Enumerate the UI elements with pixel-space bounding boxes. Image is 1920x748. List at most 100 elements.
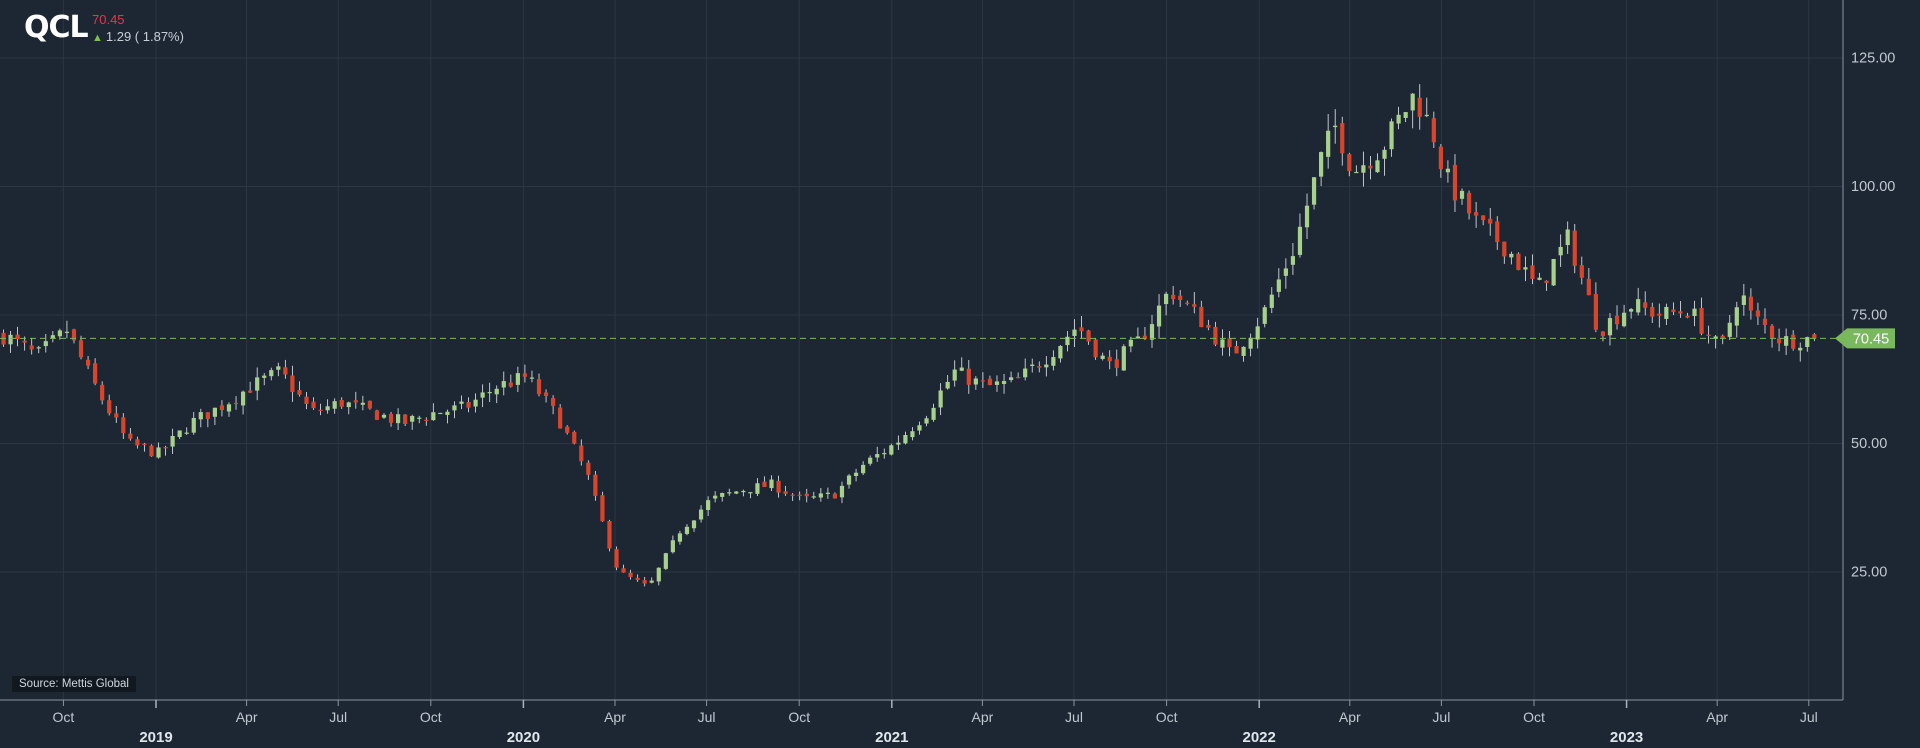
x-tick-label: Apr bbox=[1706, 709, 1728, 725]
candle-up bbox=[1354, 171, 1359, 174]
candle-down bbox=[353, 400, 358, 403]
candle-up bbox=[734, 491, 739, 494]
candle-down bbox=[1107, 356, 1112, 362]
candle-down bbox=[1206, 324, 1211, 328]
candle-down bbox=[1079, 327, 1084, 332]
candle-up bbox=[417, 417, 422, 419]
candle-up bbox=[727, 492, 732, 494]
candle-down bbox=[297, 390, 302, 395]
candle-up bbox=[952, 369, 957, 381]
candle-down bbox=[790, 494, 795, 496]
candle-up bbox=[1805, 337, 1810, 347]
year-tick-label: 2019 bbox=[139, 729, 172, 746]
candle-up bbox=[445, 411, 450, 415]
candle-down bbox=[142, 443, 147, 446]
candle-up bbox=[1382, 149, 1387, 159]
candle-up bbox=[191, 417, 196, 433]
candle-up bbox=[706, 500, 711, 510]
candle-down bbox=[1812, 334, 1817, 339]
candle-down bbox=[1657, 313, 1662, 316]
candle-down bbox=[1171, 294, 1176, 300]
candle-down bbox=[311, 401, 316, 409]
candle-up bbox=[924, 418, 929, 424]
candle-down bbox=[1748, 296, 1754, 311]
candle-up bbox=[1248, 337, 1253, 349]
candle-up bbox=[529, 377, 535, 379]
y-tick-label: 50.00 bbox=[1851, 436, 1887, 452]
candle-up bbox=[1551, 258, 1556, 286]
candle-down bbox=[1614, 315, 1620, 325]
candle-up bbox=[381, 414, 387, 418]
candle-up bbox=[1621, 312, 1627, 327]
candle-down bbox=[980, 380, 985, 382]
ticker-symbol: QCL bbox=[24, 10, 89, 45]
candle-down bbox=[1530, 265, 1535, 279]
candle-up bbox=[177, 430, 182, 438]
candle-up bbox=[1713, 336, 1718, 339]
candle-up bbox=[868, 457, 873, 464]
candle-up bbox=[50, 335, 55, 339]
x-tick-label: Jul bbox=[1800, 709, 1818, 725]
candle-up bbox=[656, 567, 661, 582]
candle-up bbox=[811, 496, 816, 498]
candle-up bbox=[663, 553, 668, 569]
candle-down bbox=[579, 445, 584, 462]
candle-up bbox=[1326, 130, 1331, 157]
candle-up bbox=[1410, 93, 1415, 111]
candle-up bbox=[515, 373, 520, 385]
candle-up bbox=[1023, 368, 1028, 378]
y-tick-label: 100.00 bbox=[1851, 179, 1895, 195]
candle-up bbox=[198, 412, 203, 420]
candle-down bbox=[100, 384, 105, 401]
year-tick-label: 2020 bbox=[507, 729, 540, 746]
candle-down bbox=[1368, 165, 1373, 169]
candle-up bbox=[156, 447, 161, 458]
candle-down bbox=[1495, 221, 1500, 243]
candle-down bbox=[219, 405, 225, 411]
candle-down bbox=[1502, 241, 1507, 257]
x-tick-label: Jul bbox=[1432, 709, 1450, 725]
x-tick-label: Jul bbox=[698, 709, 716, 725]
candle-down bbox=[318, 409, 323, 412]
candle-down bbox=[1185, 302, 1190, 304]
candle-down bbox=[388, 413, 394, 423]
candle-up bbox=[1333, 125, 1338, 128]
candle-up bbox=[1262, 307, 1267, 324]
candle-down bbox=[1579, 265, 1584, 278]
candle-up bbox=[755, 483, 760, 494]
year-tick-label: 2023 bbox=[1610, 729, 1643, 746]
candle-up bbox=[1523, 267, 1528, 270]
candle-down bbox=[339, 399, 344, 407]
candle-up bbox=[57, 330, 62, 337]
candle-down bbox=[1142, 335, 1148, 340]
candle-up bbox=[1065, 336, 1070, 346]
candle-up bbox=[1311, 177, 1317, 205]
candle-down bbox=[1650, 306, 1655, 317]
candle-up bbox=[1100, 355, 1105, 359]
candle-up bbox=[1269, 294, 1274, 308]
x-tick-label: Apr bbox=[971, 709, 993, 725]
candle-down bbox=[1762, 318, 1768, 325]
candle-down bbox=[642, 580, 647, 584]
candle-down bbox=[135, 439, 140, 446]
candle-up bbox=[501, 381, 506, 388]
candle-up bbox=[1727, 322, 1732, 337]
candle-down bbox=[114, 413, 119, 418]
candle-down bbox=[804, 493, 809, 497]
candle-up bbox=[8, 334, 13, 345]
candle-down bbox=[93, 363, 98, 384]
candle-down bbox=[776, 480, 781, 493]
candle-down bbox=[1474, 212, 1479, 216]
candle-down bbox=[15, 334, 20, 340]
year-tick-label: 2021 bbox=[875, 729, 908, 746]
candle-up bbox=[1044, 364, 1049, 368]
candle-up bbox=[1319, 152, 1324, 177]
candle-down bbox=[1037, 366, 1042, 368]
candle-down bbox=[614, 549, 619, 568]
candle-up bbox=[1128, 339, 1133, 347]
candle-up bbox=[325, 406, 330, 411]
candle-up bbox=[1255, 326, 1260, 340]
candle-up bbox=[1156, 305, 1162, 327]
candle-up bbox=[931, 407, 936, 420]
candle-up bbox=[1008, 377, 1014, 381]
